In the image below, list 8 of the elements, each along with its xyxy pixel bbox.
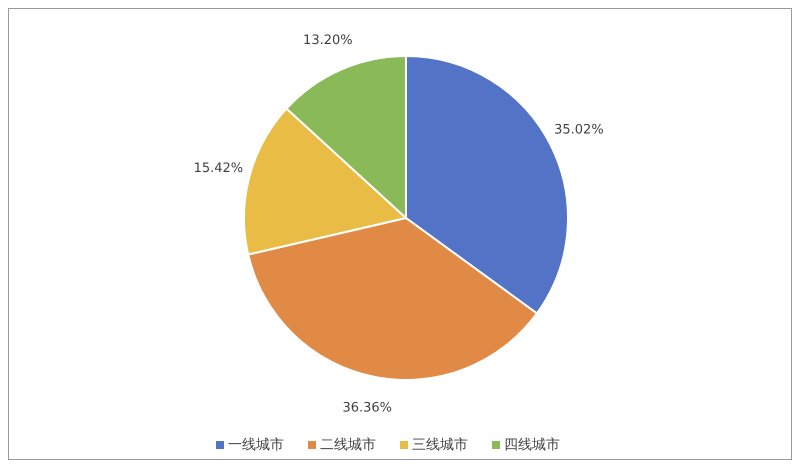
- data-label: 13.20%: [303, 32, 353, 48]
- legend-label: 三线城市: [412, 437, 468, 453]
- legend-label: 四线城市: [504, 437, 560, 453]
- data-label: 15.42%: [194, 161, 244, 176]
- legend-label: 一线城市: [228, 437, 284, 453]
- legend-label: 二线城市: [320, 437, 376, 453]
- data-label: 36.36%: [342, 400, 392, 416]
- data-label: 35.02%: [554, 122, 604, 138]
